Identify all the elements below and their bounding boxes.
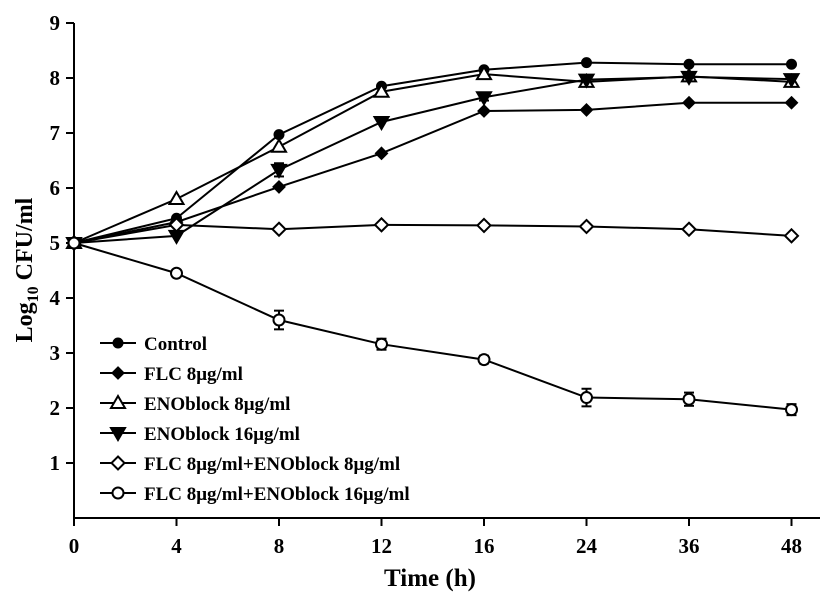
y-axis-label: Log10 CFU/ml [12, 197, 42, 342]
legend-item-5: FLC 8μg/ml+ENOblock 16μg/ml [100, 484, 410, 505]
data-point [680, 70, 698, 86]
data-point [477, 353, 491, 367]
series-5 [67, 236, 798, 417]
legend-marker [109, 394, 127, 409]
y-tick-label: 5 [50, 231, 61, 255]
y-tick-label: 2 [50, 396, 61, 420]
data-point [786, 58, 797, 70]
data-point [577, 73, 596, 89]
y-axis-label-rest: CFU/ml [12, 197, 38, 286]
data-point [475, 65, 493, 81]
x-tick-label: 0 [69, 534, 80, 558]
legend-item-2: ENOblock 8μg/ml [100, 394, 290, 415]
legend-label: FLC 8μg/ml [144, 364, 243, 385]
data-point [272, 313, 286, 327]
series-line [73, 101, 792, 244]
legend-marker [111, 486, 125, 500]
data-point [272, 179, 286, 194]
data-point [784, 95, 799, 110]
y-tick-label: 6 [50, 176, 61, 200]
data-point [271, 221, 287, 238]
x-tick-label: 48 [781, 534, 802, 558]
data-point [475, 91, 493, 107]
data-point [782, 73, 801, 89]
data-point [375, 337, 388, 351]
data-point [783, 227, 800, 244]
legend-label: FLC 8μg/ml+ENOblock 16μg/ml [144, 484, 410, 505]
x-tick-label: 8 [274, 534, 285, 558]
legend-marker [109, 427, 127, 442]
y-axis-label-subscript: 10 [25, 286, 42, 302]
x-tick-label: 4 [171, 534, 182, 558]
data-point [168, 216, 185, 233]
data-point [372, 116, 391, 131]
data-point [682, 95, 696, 110]
series-line [73, 223, 792, 244]
y-tick-label: 7 [50, 121, 61, 145]
data-point [681, 221, 697, 238]
x-axis-label: Time (h) [384, 565, 476, 592]
data-point [476, 217, 492, 234]
y-tick-label: 8 [50, 66, 61, 90]
y-tick-label: 1 [50, 451, 61, 475]
legend-item-0: Control [100, 334, 207, 355]
data-point [580, 391, 593, 405]
axes [73, 23, 820, 519]
data-point [270, 163, 288, 179]
legend-item-3: ENOblock 16μg/ml [100, 424, 300, 445]
legend-marker [112, 337, 124, 349]
legend-item-4: FLC 8μg/ml+ENOblock 8μg/ml [100, 454, 400, 475]
series-layer [65, 57, 801, 417]
legend-label: ENOblock 16μg/ml [144, 424, 300, 445]
x-tick-label: 24 [576, 534, 598, 558]
x-tick-label: 12 [371, 534, 392, 558]
legend-marker [111, 366, 125, 380]
series-line [73, 242, 792, 411]
legend-label: Control [144, 334, 207, 355]
data-point [374, 146, 389, 161]
y-tick-label: 3 [50, 341, 61, 365]
legend-marker [110, 455, 126, 471]
data-point [170, 266, 183, 280]
data-point [477, 104, 491, 118]
data-point [372, 82, 391, 98]
data-point [682, 392, 696, 406]
legend-label: ENOblock 8μg/ml [144, 394, 290, 415]
data-point [581, 57, 592, 69]
data-point [167, 190, 186, 205]
data-point [67, 236, 81, 250]
series-line [73, 61, 792, 244]
x-tick-label: 16 [474, 534, 495, 558]
data-point [270, 137, 288, 153]
data-point [579, 102, 594, 117]
y-axis-label-main: Log [12, 302, 38, 342]
legend: Control FLC 8μg/ml ENOblock 8μg/ml ENOblock… [100, 334, 410, 505]
legend-item-1: FLC 8μg/ml [100, 364, 243, 385]
data-point [785, 403, 798, 417]
y-tick-label: 4 [50, 286, 61, 310]
x-tick-label: 36 [679, 534, 700, 558]
data-point [373, 216, 390, 233]
data-point [578, 218, 595, 235]
y-tick-label: 9 [50, 11, 61, 35]
legend-label: FLC 8μg/ml+ENOblock 8μg/ml [144, 454, 400, 475]
